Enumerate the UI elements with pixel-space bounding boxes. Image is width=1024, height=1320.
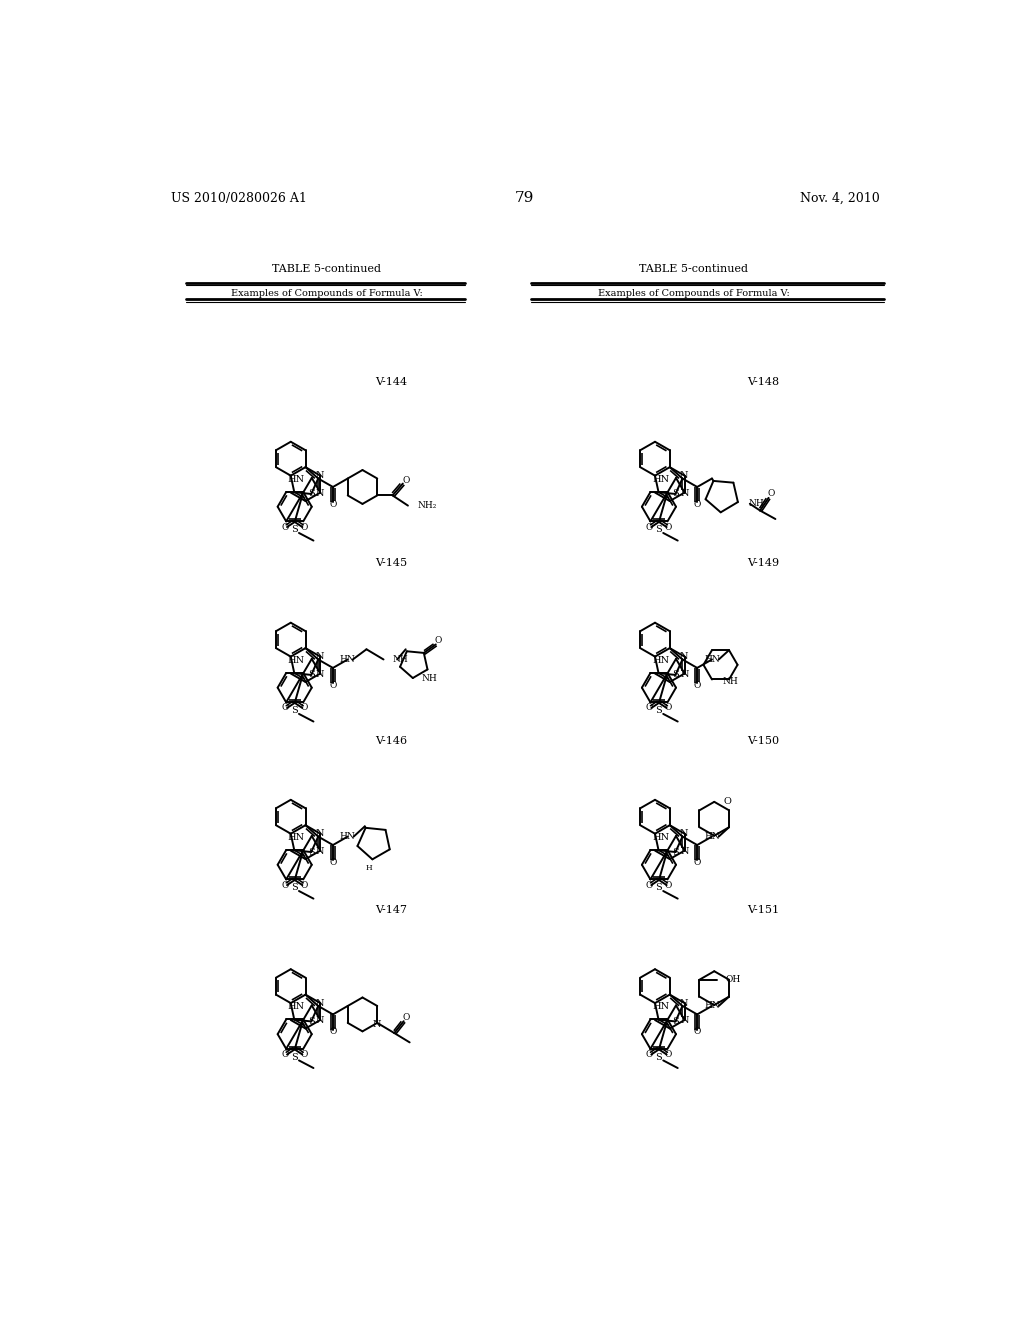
Text: HN: HN [652, 656, 669, 665]
Text: N: N [316, 1016, 325, 1026]
Text: 79: 79 [515, 191, 535, 206]
Text: O: O [434, 636, 441, 645]
Text: O: O [693, 500, 700, 510]
Text: N: N [680, 652, 688, 661]
Text: HN: HN [652, 475, 669, 484]
Text: V-144: V-144 [376, 378, 408, 388]
Text: N: N [680, 999, 688, 1007]
Text: O: O [282, 523, 289, 532]
Text: N: N [315, 999, 324, 1007]
Text: NH: NH [392, 655, 408, 664]
Text: O: O [402, 477, 410, 484]
Text: HN: HN [340, 832, 355, 841]
Text: HN: HN [705, 832, 720, 841]
Text: V-145: V-145 [376, 558, 408, 569]
Text: HN: HN [652, 1002, 669, 1011]
Text: V-147: V-147 [376, 906, 408, 915]
Text: N: N [680, 669, 689, 678]
Text: O: O [330, 500, 337, 510]
Text: Examples of Compounds of Formula V:: Examples of Compounds of Formula V: [598, 289, 790, 297]
Text: S: S [672, 1016, 679, 1026]
Text: NH: NH [421, 673, 437, 682]
Text: O: O [300, 1049, 308, 1059]
Text: V-146: V-146 [376, 735, 408, 746]
Text: O: O [767, 490, 774, 499]
Text: TABLE 5-continued: TABLE 5-continued [272, 264, 381, 275]
Text: N: N [680, 1016, 689, 1026]
Text: O: O [330, 681, 337, 690]
Text: V-151: V-151 [748, 906, 779, 915]
Text: O: O [646, 704, 653, 713]
Text: N: N [316, 488, 325, 498]
Text: N: N [315, 652, 324, 661]
Text: O: O [300, 880, 308, 890]
Text: O: O [665, 704, 672, 713]
Text: V-149: V-149 [748, 558, 779, 569]
Text: O: O [646, 880, 653, 890]
Text: S: S [672, 847, 679, 857]
Text: N: N [316, 847, 325, 855]
Text: HN: HN [705, 1002, 720, 1010]
Text: HN: HN [288, 475, 305, 484]
Text: HN: HN [288, 656, 305, 665]
Text: S: S [308, 847, 314, 857]
Text: HN: HN [288, 833, 305, 842]
Text: NH: NH [722, 677, 738, 685]
Text: HN: HN [288, 1002, 305, 1011]
Text: O: O [330, 1027, 337, 1036]
Text: N: N [315, 829, 324, 838]
Text: NH: NH [749, 499, 764, 508]
Text: H: H [366, 863, 373, 871]
Text: V-148: V-148 [748, 378, 779, 388]
Text: N: N [680, 471, 688, 480]
Text: O: O [300, 704, 308, 713]
Text: O: O [282, 880, 289, 890]
Text: US 2010/0280026 A1: US 2010/0280026 A1 [171, 191, 306, 205]
Text: HN: HN [340, 655, 355, 664]
Text: O: O [646, 523, 653, 532]
Text: V-150: V-150 [748, 735, 779, 746]
Text: O: O [300, 523, 308, 532]
Text: O: O [693, 858, 700, 867]
Text: S: S [655, 1052, 663, 1061]
Text: S: S [672, 671, 679, 680]
Text: N: N [373, 1020, 382, 1030]
Text: O: O [724, 797, 731, 807]
Text: S: S [655, 883, 663, 892]
Text: O: O [693, 1027, 700, 1036]
Text: O: O [665, 1049, 672, 1059]
Text: S: S [308, 490, 314, 499]
Text: S: S [308, 671, 314, 680]
Text: O: O [402, 1012, 410, 1022]
Text: N: N [316, 669, 325, 678]
Text: S: S [292, 706, 298, 715]
Text: NH₂: NH₂ [417, 502, 436, 510]
Text: N: N [680, 847, 689, 855]
Text: S: S [292, 525, 298, 535]
Text: O: O [330, 858, 337, 867]
Text: S: S [308, 1016, 314, 1026]
Text: OH: OH [726, 975, 741, 985]
Text: S: S [655, 706, 663, 715]
Text: O: O [646, 1049, 653, 1059]
Text: S: S [672, 490, 679, 499]
Text: Examples of Compounds of Formula V:: Examples of Compounds of Formula V: [230, 289, 422, 297]
Text: S: S [655, 525, 663, 535]
Text: O: O [282, 1049, 289, 1059]
Text: N: N [315, 471, 324, 480]
Text: TABLE 5-continued: TABLE 5-continued [639, 264, 749, 275]
Text: S: S [292, 1052, 298, 1061]
Text: HN: HN [652, 833, 669, 842]
Text: O: O [665, 523, 672, 532]
Text: N: N [680, 829, 688, 838]
Text: HN: HN [705, 655, 720, 664]
Text: O: O [282, 704, 289, 713]
Text: N: N [680, 488, 689, 498]
Text: Nov. 4, 2010: Nov. 4, 2010 [800, 191, 880, 205]
Text: S: S [292, 883, 298, 892]
Text: O: O [693, 681, 700, 690]
Text: O: O [665, 880, 672, 890]
